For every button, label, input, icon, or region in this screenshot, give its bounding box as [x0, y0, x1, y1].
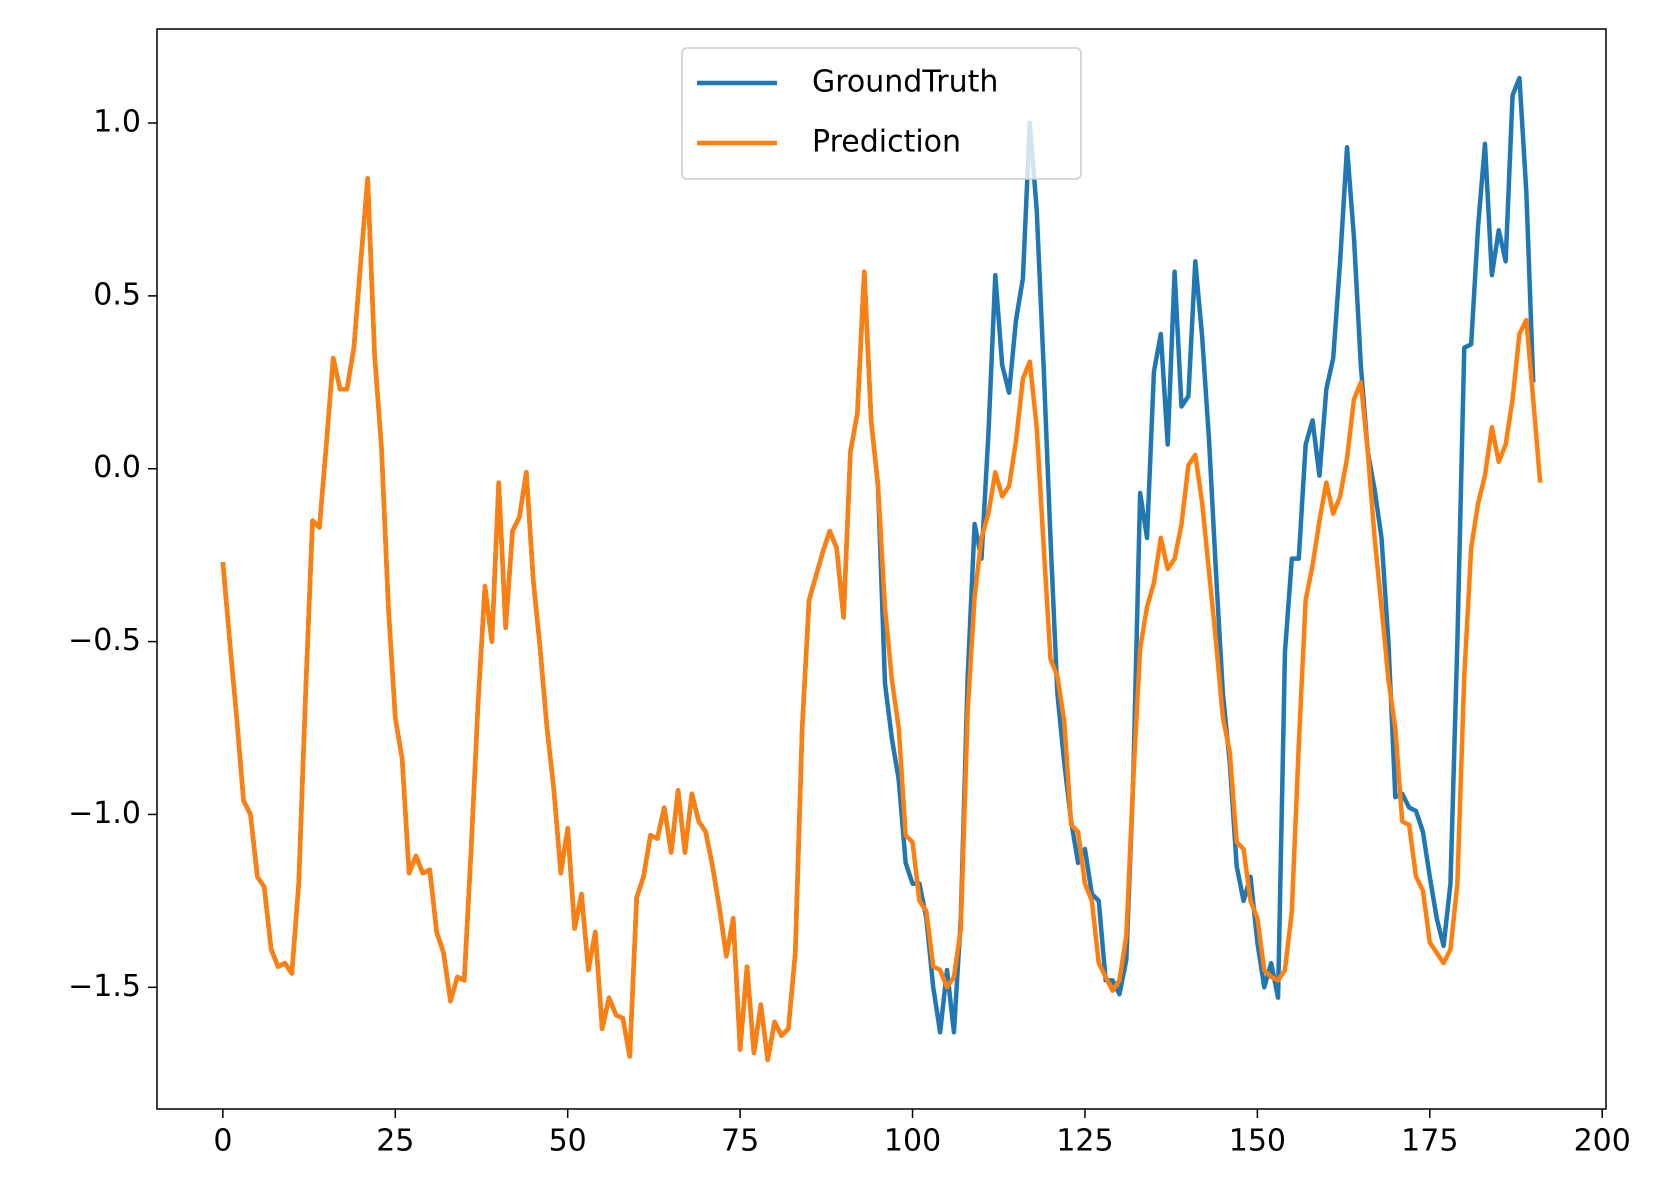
x-tick-label: 50	[549, 1124, 587, 1159]
x-tick-label: 0	[213, 1124, 232, 1159]
series-line	[220, 176, 1543, 1063]
legend-label: GroundTruth	[812, 65, 998, 100]
x-tick-label: 25	[376, 1124, 414, 1159]
y-tick-label: 1.0	[93, 105, 141, 140]
legend-label: Prediction	[812, 125, 961, 160]
y-tick-label: −0.5	[68, 623, 141, 658]
y-tick-label: 0.5	[93, 277, 141, 312]
series-line	[220, 75, 1536, 1063]
legend-box	[681, 47, 1082, 180]
y-tick-label: −1.5	[68, 969, 141, 1004]
x-tick-label: 75	[721, 1124, 759, 1159]
x-tick-label: 200	[1574, 1124, 1631, 1159]
y-tick-label: 0.0	[93, 450, 141, 485]
x-tick-label: 100	[884, 1124, 941, 1159]
x-tick-label: 125	[1056, 1124, 1113, 1159]
x-tick-label: 175	[1401, 1124, 1458, 1159]
legend: GroundTruth Prediction	[681, 47, 1082, 180]
x-tick-label: 150	[1229, 1124, 1286, 1159]
plot-frame	[156, 28, 1607, 1110]
y-tick-label: −1.0	[68, 796, 141, 831]
